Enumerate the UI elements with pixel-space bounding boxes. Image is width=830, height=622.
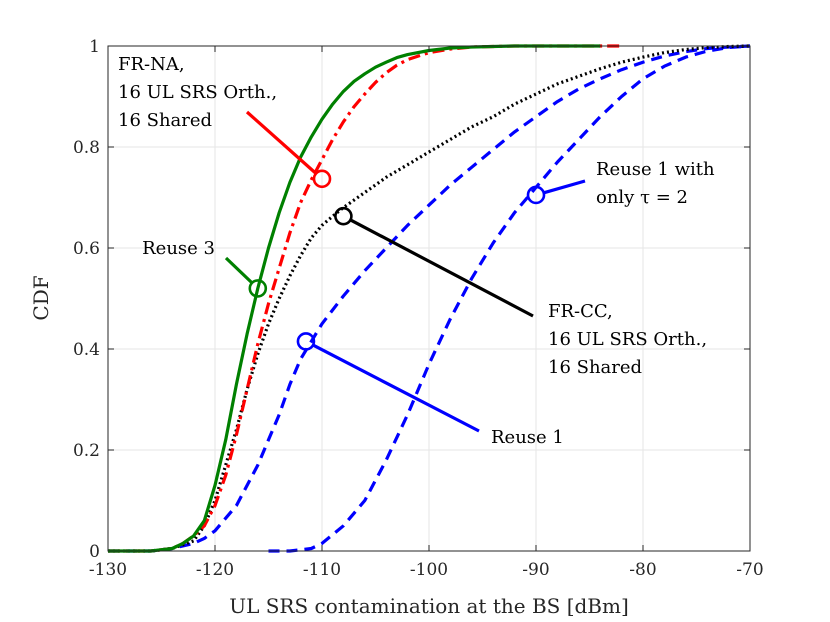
x-axis-label: UL SRS contamination at the BS [dBm] [229, 594, 629, 618]
x-tick-label: -120 [196, 560, 234, 580]
y-tick-label: 1 [89, 37, 100, 57]
series-line-2 [108, 44, 751, 553]
y-axis-label: CDF [29, 275, 53, 320]
x-tick-label: -100 [410, 560, 448, 580]
series-line-4 [268, 44, 751, 553]
annotation-text: Reuse 1 [491, 427, 564, 448]
annotation-4: Reuse 1 with only τ = 2 [526, 159, 715, 208]
annotation-1: FR-NA, 16 UL SRS Orth., 16 Shared [118, 54, 332, 189]
y-tick-label: 0.2 [73, 441, 100, 461]
annotation-text: Reuse 1 with [596, 159, 715, 180]
ticks: -130 -120 -110 -100 -90 -80 -70 0 0.2 0.4 0.6 0.8 1 [73, 37, 764, 580]
x-tick-label: -130 [89, 560, 127, 580]
annotation-marker [526, 185, 546, 205]
x-tick-label: -70 [736, 560, 763, 580]
annotation-marker [334, 206, 353, 226]
y-tick-label: 0.6 [73, 239, 100, 259]
annotation-leader-line [543, 179, 586, 195]
series-line-0 [108, 44, 601, 553]
annotation-3: Reuse 1 [296, 332, 564, 448]
annotation-leader-line [349, 218, 534, 318]
annotation-leader-line [245, 110, 318, 175]
series-line-3 [108, 44, 751, 553]
y-tick-label: 0 [89, 542, 100, 562]
x-tick-label: -90 [522, 560, 549, 580]
annotation-marker [312, 169, 332, 189]
y-tick-label: 0.8 [73, 138, 100, 158]
annotation-layer: Reuse 3FR-NA,16 UL SRS Orth.,16 SharedFR… [118, 54, 715, 448]
annotation-text: FR-NA, [118, 54, 185, 75]
annotation-text: 16 UL SRS Orth., [548, 329, 707, 350]
annotation-0: Reuse 3 [142, 238, 268, 298]
annotation-text: Reuse 3 [142, 238, 215, 259]
annotation-2: FR-CC, 16 UL SRS Orth., 16 Shared [334, 206, 707, 378]
annotation-leader-line [224, 256, 254, 285]
x-tick-label: -80 [629, 560, 656, 580]
annotation-leader-line [312, 343, 480, 433]
annotation-text: only τ = 2 [596, 187, 688, 208]
annotation-text: 16 Shared [548, 357, 642, 378]
annotation-text: 16 UL SRS Orth., [118, 82, 277, 103]
annotation-marker [248, 279, 268, 298]
annotation-marker [296, 332, 316, 351]
annotation-text: FR-CC, [548, 301, 613, 322]
x-tick-label: -110 [303, 560, 341, 580]
y-tick-label: 0.4 [73, 340, 100, 360]
annotation-text: 16 Shared [118, 110, 212, 131]
